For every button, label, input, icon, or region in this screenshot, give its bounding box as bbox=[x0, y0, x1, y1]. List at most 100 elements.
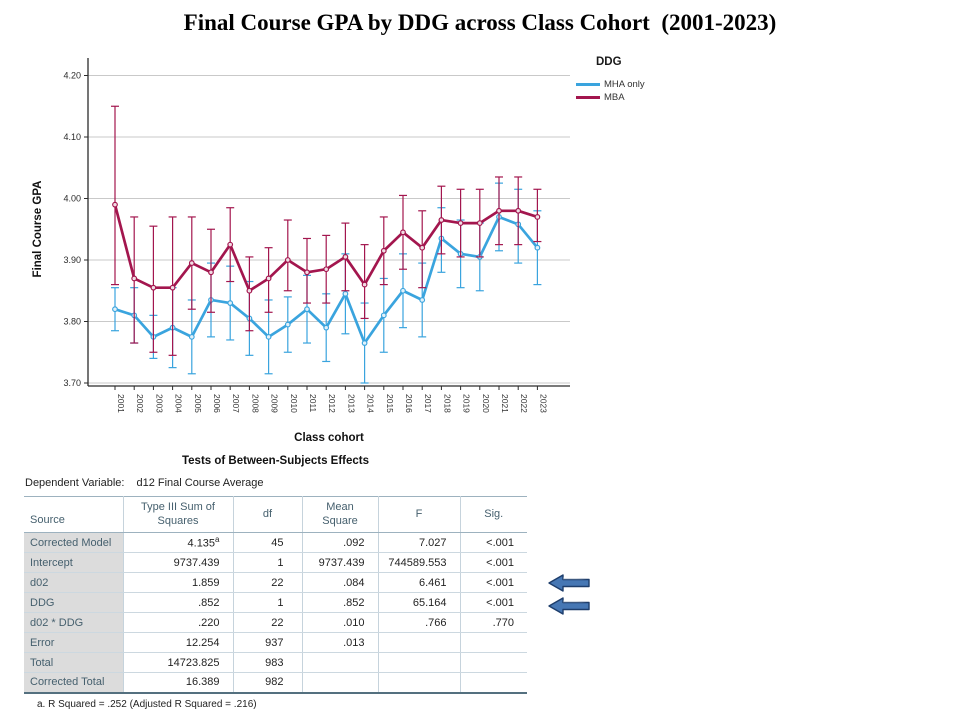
table-row: d02 1.859 22.084 6.461 <.001 bbox=[24, 572, 527, 593]
x-tick-label: 2023 bbox=[538, 394, 548, 413]
data-point-marker bbox=[304, 306, 310, 313]
x-tick-label: 2008 bbox=[250, 394, 260, 413]
cell-source: Corrected Total bbox=[24, 672, 124, 693]
tests-table-block: Tests of Between-Subjects Effects Depend… bbox=[24, 455, 544, 710]
cell-df: 1 bbox=[233, 552, 303, 573]
cell-source: Total bbox=[24, 652, 124, 673]
data-point-marker bbox=[131, 275, 138, 282]
data-point-marker bbox=[188, 260, 195, 266]
cell-sig: <.001 bbox=[460, 532, 527, 553]
cell-sig: .770 bbox=[460, 612, 527, 633]
x-tick-label: 2005 bbox=[193, 394, 203, 413]
cell-type-iii-sum: 9737.439 bbox=[123, 552, 234, 573]
cell-type-iii-sum: 1.859 bbox=[123, 572, 234, 593]
table-footnote: a. R Squared = .252 (Adjusted R Squared … bbox=[37, 698, 257, 710]
x-tick-label: 2003 bbox=[154, 394, 164, 413]
x-tick-label: 2018 bbox=[442, 394, 452, 413]
y-tick-label: 4.20 bbox=[63, 71, 81, 81]
table-title: Tests of Between-Subjects Effects bbox=[181, 455, 370, 467]
cell-mean-square: .092 bbox=[302, 532, 379, 553]
cell-type-iii-sum: .220 bbox=[123, 612, 234, 633]
cell-df: 937 bbox=[233, 632, 303, 653]
cell-type-iii-sum: 14723.825 bbox=[123, 652, 234, 673]
x-tick-label: 2012 bbox=[327, 394, 337, 413]
data-point-marker bbox=[304, 269, 310, 276]
x-tick-label: 2021 bbox=[500, 394, 510, 413]
x-tick-label: 2010 bbox=[289, 394, 299, 413]
x-tick-label: 2006 bbox=[212, 394, 222, 413]
table-row: d02 * DDG .220 22.010.766.770 bbox=[24, 612, 527, 633]
col-header-f: F bbox=[378, 496, 461, 533]
mha-line-swatch bbox=[576, 83, 600, 86]
data-point-marker bbox=[380, 247, 387, 254]
cell-sig bbox=[460, 652, 527, 673]
cell-df: 22 bbox=[233, 572, 303, 593]
cell-sig bbox=[460, 632, 527, 653]
y-tick-label: 3.70 bbox=[63, 378, 81, 388]
cell-source: d02 bbox=[24, 572, 124, 593]
cell-f: .766 bbox=[378, 612, 461, 633]
mba-line-swatch bbox=[576, 96, 600, 99]
data-point-marker bbox=[361, 340, 368, 346]
cell-f: 744589.553 bbox=[378, 552, 461, 573]
x-tick-label: 2019 bbox=[462, 394, 472, 413]
table-row: DDG .852 1.852 65.164 <.001 bbox=[24, 592, 527, 613]
cell-mean-square: 9737.439 bbox=[302, 552, 379, 573]
data-point-marker bbox=[515, 207, 522, 214]
x-tick-label: 2009 bbox=[270, 394, 280, 413]
cell-mean-square bbox=[302, 672, 379, 693]
x-tick-label: 2022 bbox=[519, 394, 529, 413]
cell-df: 45 bbox=[233, 532, 303, 553]
data-point-marker bbox=[188, 333, 195, 340]
cell-type-iii-sum: 16.389 bbox=[123, 672, 234, 693]
y-tick-label: 4.00 bbox=[63, 194, 81, 204]
data-point-marker bbox=[150, 284, 157, 291]
data-point-marker bbox=[476, 220, 483, 227]
data-point-marker bbox=[380, 312, 387, 319]
cell-f: 65.164 bbox=[378, 592, 461, 613]
legend-entry-mba: MBA bbox=[576, 91, 706, 104]
legend-entry-mha: MHA only bbox=[576, 78, 706, 91]
cell-sig: <.001 bbox=[460, 592, 527, 613]
data-point-marker bbox=[265, 333, 272, 340]
data-point-marker bbox=[208, 269, 214, 276]
data-point-marker bbox=[284, 321, 291, 328]
col-header-sig: Sig. bbox=[460, 496, 527, 533]
y-tick-label: 4.10 bbox=[63, 132, 81, 142]
cell-f bbox=[378, 632, 461, 653]
cell-type-iii-sum: 12.254 bbox=[123, 632, 234, 653]
data-point-marker bbox=[323, 324, 330, 331]
x-tick-label: 2016 bbox=[404, 394, 414, 413]
cell-source: Error bbox=[24, 632, 124, 653]
data-point-marker bbox=[361, 281, 368, 288]
cell-source: Corrected Model bbox=[24, 532, 124, 553]
cell-mean-square: .013 bbox=[302, 632, 379, 653]
table-row: Corrected Model 4.135a 45.092 7.027 <.001 bbox=[24, 532, 527, 553]
data-point-marker bbox=[342, 290, 349, 297]
data-point-marker bbox=[112, 306, 118, 313]
cell-df: 1 bbox=[233, 592, 303, 613]
table-header-row: Source Type III Sum of Squares df Mean S… bbox=[24, 496, 527, 533]
col-header-mean-square: Mean Square bbox=[302, 496, 379, 533]
legend-label-mba: MBA bbox=[604, 92, 625, 103]
data-point-marker bbox=[323, 266, 330, 273]
cell-type-iii-sum: .852 bbox=[123, 592, 234, 613]
cell-source: DDG bbox=[24, 592, 124, 613]
dependent-variable-line: Dependent Variable: d12 Final Course Aver… bbox=[25, 477, 544, 489]
cell-f bbox=[378, 652, 461, 673]
x-tick-label: 2011 bbox=[308, 394, 318, 413]
y-axis-title: Final Course GPA bbox=[32, 181, 44, 278]
chart-legend: DDG MHA only MBA bbox=[576, 56, 706, 104]
x-tick-label: 2020 bbox=[481, 394, 491, 413]
x-axis-title: Class cohort bbox=[294, 432, 364, 444]
cell-source: Intercept bbox=[24, 552, 124, 573]
tests-of-between-subjects-effects-table: Source Type III Sum of Squares df Mean S… bbox=[24, 496, 527, 694]
x-tick-label: 2001 bbox=[116, 394, 126, 413]
data-point-marker bbox=[419, 244, 426, 251]
data-point-marker bbox=[169, 284, 176, 291]
cell-sig bbox=[460, 673, 527, 693]
x-tick-label: 2014 bbox=[366, 394, 376, 413]
x-tick-label: 2004 bbox=[174, 394, 184, 413]
highlight-arrow-d02-icon bbox=[548, 574, 590, 592]
